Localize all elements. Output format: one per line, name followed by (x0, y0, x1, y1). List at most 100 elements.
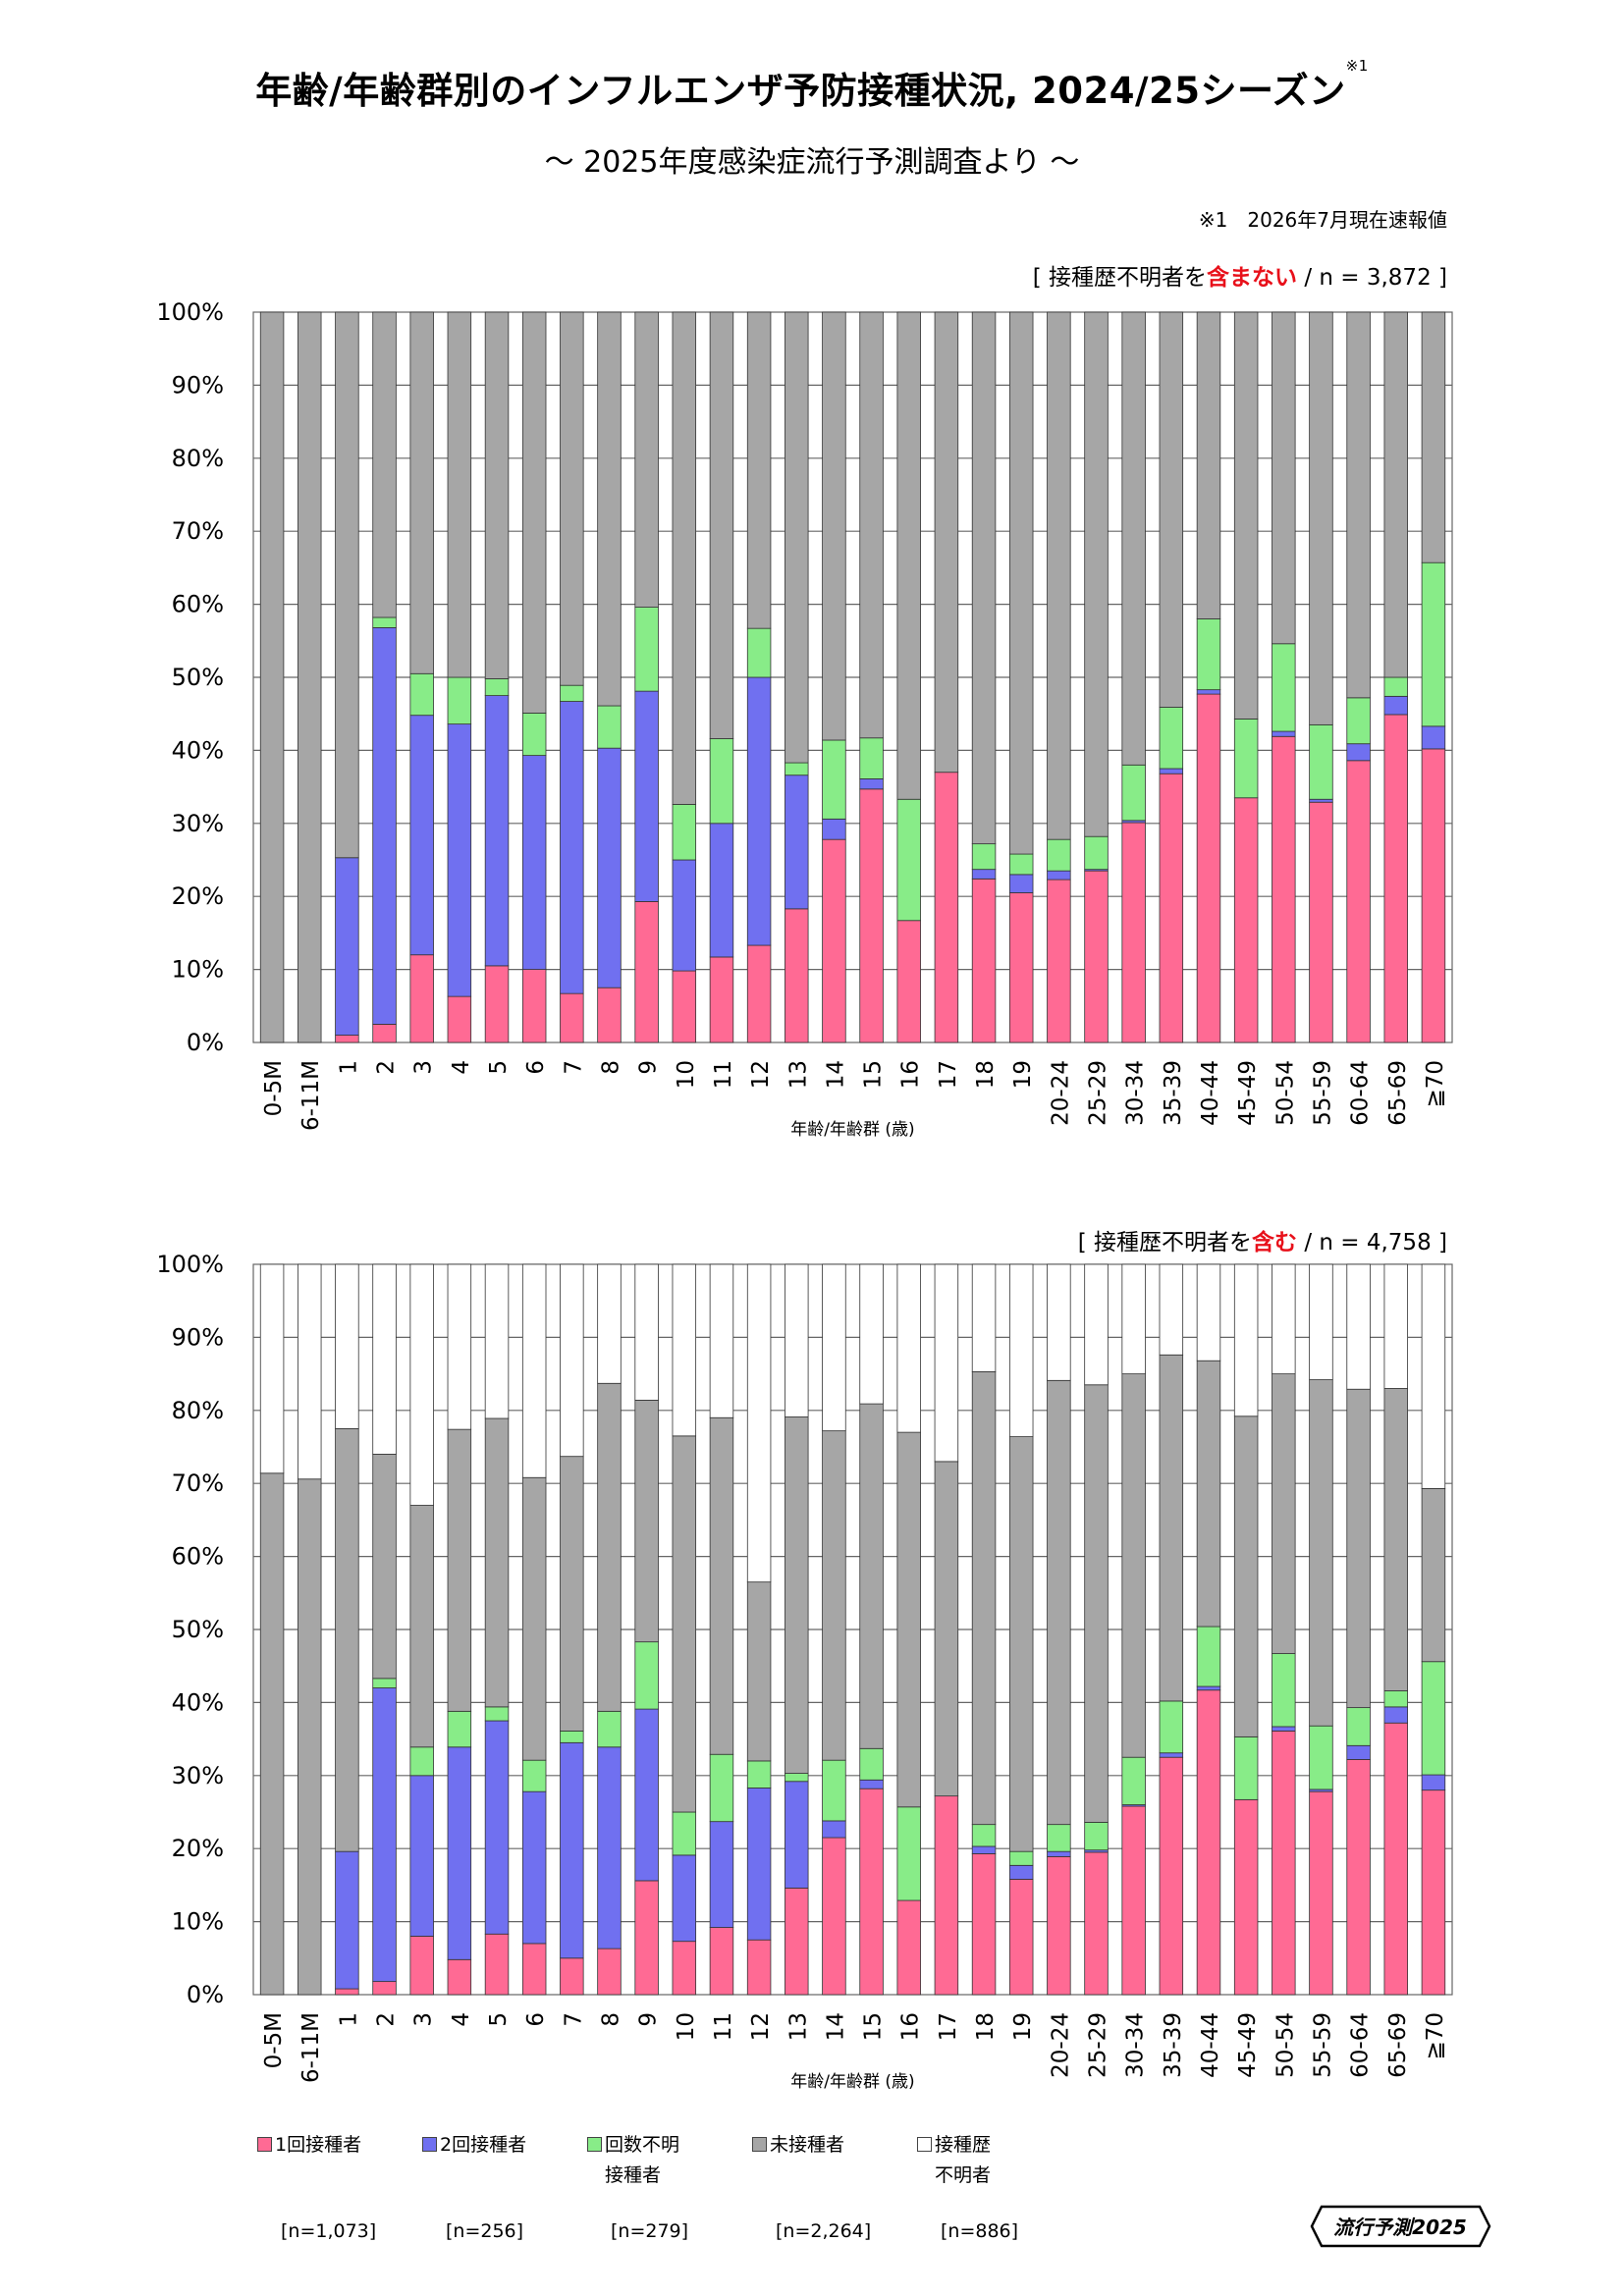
chart1-x-tick-label: 3 (411, 1060, 437, 1075)
chart1-y-tick-label: 80% (172, 445, 224, 472)
chart1-bar-unk (1084, 835, 1109, 871)
chart2-bar-none (672, 1435, 697, 1813)
chart1-bar-two (634, 690, 659, 902)
chart2-bar-two (1421, 1774, 1446, 1791)
chart2-bar-hist (709, 1263, 734, 1418)
chart1-y-tick-label: 20% (172, 882, 224, 910)
chart1-bar-none (259, 311, 285, 1043)
chart2-bar-hist (1346, 1263, 1371, 1390)
chart1-bar-one (896, 920, 921, 1043)
chart2-bar-one (1047, 1855, 1071, 1996)
chart1-bar-two (1196, 689, 1221, 695)
legend-label: 2回接種者 (440, 2134, 527, 2156)
chart2-y-tick-label: 100% (156, 1251, 224, 1278)
chart2-bar-unk (1008, 1850, 1034, 1866)
chart2-x-tick-label: 50-54 (1272, 2012, 1298, 2078)
chart1-bar-one (1008, 892, 1034, 1043)
chart2-bar-hist (298, 1263, 322, 1480)
chart2-x-tick-label: 11 (711, 2012, 736, 2041)
legend-count-hist: [n=886] (941, 2220, 1019, 2242)
chart2-bar-two (597, 1746, 622, 1949)
legend-label-line2: 接種者 (605, 2164, 662, 2186)
chart1-bar-none (1121, 311, 1146, 766)
chart1-bar-one (971, 878, 997, 1043)
chart2-bar-hist (746, 1263, 772, 1583)
legend-item-hist: 接種歴 不明者 (917, 2130, 991, 2191)
chart1-bar-unk (560, 684, 584, 702)
chart2-x-tick-label: 6-11M (298, 2012, 324, 2083)
chart2-bar-none (335, 1427, 359, 1852)
chart1-bar-two (672, 859, 697, 972)
chart2-bar-unk (634, 1641, 659, 1710)
chart2-bar-none (1346, 1388, 1371, 1709)
chart2-bar-two (1383, 1706, 1408, 1724)
chart1-bar-two (1421, 725, 1446, 750)
chart2-bar-none (298, 1478, 322, 1996)
chart1-bar-one (785, 908, 809, 1043)
chart2-bar-unk (1421, 1661, 1446, 1776)
chart2-bar-none (597, 1382, 622, 1712)
chart2-bar-two (1047, 1850, 1071, 1857)
chart2-x-tick-label: 10 (674, 2012, 699, 2041)
legend-item-two: 2回接種者 (422, 2130, 526, 2161)
chart1-bar-two (785, 774, 809, 910)
chart2-bar-hist (1421, 1263, 1446, 1489)
chart2-bar-one (934, 1795, 959, 1996)
chart1-bar-two (521, 755, 547, 970)
chart2-bar-none (934, 1461, 959, 1797)
chart1-bar-two (859, 778, 884, 790)
chart2-bar-none (1233, 1415, 1259, 1737)
chart1-bar-one (1346, 760, 1371, 1043)
chart2-bar-one (896, 1899, 921, 1996)
chart2-bar-hist (372, 1263, 397, 1455)
chart1-x-tick-label: 40-44 (1198, 1060, 1223, 1126)
chart1-bar-two (1383, 695, 1408, 716)
logo-text: 流行予測2025 (1333, 2216, 1467, 2239)
chart2-bar-one (409, 1936, 434, 1996)
chart1-y-tick-label: 70% (172, 517, 224, 545)
chart1-bar-none (1084, 311, 1109, 837)
chart1-bar-one (335, 1035, 359, 1043)
chart1-bar-one (672, 970, 697, 1043)
chart2-x-tick-label: 55-59 (1310, 2012, 1335, 2078)
chart1-x-tick-label: 1 (336, 1060, 361, 1075)
chart2-bar-one (709, 1927, 734, 1996)
chart2-bar-one (335, 1988, 359, 1996)
chart1-bar-two (447, 723, 472, 997)
chart-including-unknown-history: 0% 10% 20% 30% 40% 50% 60% 70% 80% 90% 100% 0-5M 6-1… (156, 1251, 1453, 2092)
chart2-bar-none (447, 1428, 472, 1712)
chart2-bar-unk (746, 1760, 772, 1789)
chart2-bar-unk (785, 1773, 809, 1783)
chart1-bar-two (597, 747, 622, 988)
chart1-bar-none (1008, 311, 1034, 855)
chart2-y-tick-label: 10% (172, 1908, 224, 1936)
chart2-bar-two (409, 1775, 434, 1937)
chart1-bar-one (372, 1024, 397, 1043)
chart1-bar-none (822, 311, 846, 741)
chart2-bar-one (634, 1880, 659, 1996)
chart2-bar-unk (372, 1678, 397, 1688)
chart2-bar-one (447, 1958, 472, 1996)
chart2-x-tick-label: 45-49 (1235, 2012, 1261, 2078)
chart2-x-tick-label: 5 (486, 2012, 512, 2027)
chart2-condition-post: / n = 4,758 ] (1297, 1230, 1447, 1255)
chart2-bar-hist (971, 1263, 997, 1372)
chart1-bar-unk (822, 739, 846, 820)
chart1-bar-one (1159, 773, 1184, 1043)
chart1-bar-unk (1346, 697, 1371, 745)
chart1-bar-none (597, 311, 622, 707)
chart1-x-tick-label: ≧70 (1423, 1060, 1448, 1108)
chart1-x-tick-label: 7 (561, 1060, 586, 1075)
chart1-bar-one (1196, 693, 1221, 1043)
chart1-x-tick-label: 16 (898, 1060, 924, 1089)
chart1-bar-one (1272, 735, 1296, 1043)
chart1-bar-one (1309, 801, 1333, 1043)
chart2-condition-pre: [ 接種歴不明者を (1077, 1230, 1253, 1255)
chart2-bar-unk (447, 1710, 472, 1748)
chart1-x-tick-label: 8 (598, 1060, 623, 1075)
chart2-x-tick-label: 8 (598, 2012, 623, 2027)
chart1-y-tick-label: 60% (172, 591, 224, 618)
chart1-x-tick-label: 45-49 (1235, 1060, 1261, 1126)
chart1-bar-one (409, 954, 434, 1043)
chart2-y-tick-label: 60% (172, 1543, 224, 1571)
